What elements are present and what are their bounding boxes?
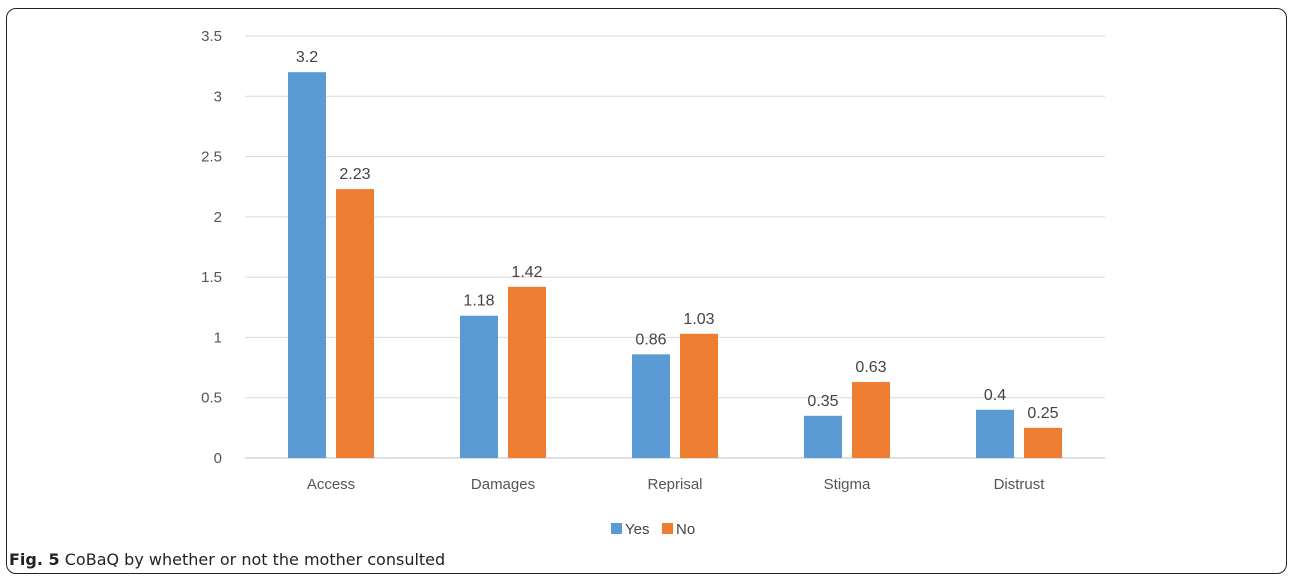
data-label: 1.42 <box>511 264 542 281</box>
y-tick-label: 0 <box>214 450 222 467</box>
data-label: 0.86 <box>635 331 666 348</box>
bar-no-stigma <box>852 382 890 458</box>
legend: Yes No <box>611 521 695 538</box>
legend-swatch-no <box>662 523 673 534</box>
data-label: 0.4 <box>984 387 1006 404</box>
data-label: 3.2 <box>296 49 318 66</box>
bar-yes-access <box>288 72 326 459</box>
y-tick-label: 1 <box>214 329 222 346</box>
x-tick-label: Access <box>307 476 355 493</box>
data-labels: 3.2 2.23 1.18 1.42 0.86 1.03 0.35 0.63 0.4 0.25 <box>296 49 1059 422</box>
bar-no-damages <box>508 286 546 458</box>
bar-yes-distrust <box>976 409 1014 458</box>
y-axis-ticks: 0 0.5 1 1.5 2 2.5 3 3.5 <box>201 28 222 467</box>
data-label: 0.25 <box>1027 405 1058 422</box>
y-tick-label: 0.5 <box>201 390 222 407</box>
legend-label-yes: Yes <box>625 521 649 538</box>
bar-yes-damages <box>460 315 498 458</box>
x-tick-label: Distrust <box>994 476 1046 493</box>
figure-caption-text: CoBaQ by whether or not the mother consu… <box>64 550 446 569</box>
y-tick-label: 3 <box>214 88 222 105</box>
x-tick-label: Damages <box>471 476 535 493</box>
x-tick-label: Reprisal <box>647 476 702 493</box>
figure-frame <box>6 8 1287 574</box>
bar-no-distrust <box>1024 427 1062 458</box>
y-tick-label: 3.5 <box>201 28 222 45</box>
figure-caption: Fig. 5 CoBaQ by whether or not the mothe… <box>9 550 445 569</box>
x-tick-label: Stigma <box>824 476 871 493</box>
data-label: 2.23 <box>339 166 370 183</box>
x-axis-categories: Access Damages Reprisal Stigma Distrust <box>307 476 1045 493</box>
legend-label-no: No <box>676 521 695 538</box>
y-tick-label: 2.5 <box>201 149 222 166</box>
data-label: 1.03 <box>683 311 714 328</box>
y-tick-label: 1.5 <box>201 269 222 286</box>
gridlines <box>245 35 1105 459</box>
bar-no-access <box>336 189 374 458</box>
data-label: 0.35 <box>807 393 838 410</box>
bar-yes-stigma <box>804 415 842 458</box>
bar-yes-reprisal <box>632 354 670 458</box>
legend-swatch-yes <box>611 523 622 534</box>
data-label: 0.63 <box>855 359 886 376</box>
bars <box>288 72 1062 459</box>
figure-caption-label: Fig. 5 <box>9 550 60 569</box>
y-tick-label: 2 <box>214 209 222 226</box>
bar-no-reprisal <box>680 333 718 458</box>
data-label: 1.18 <box>463 293 494 310</box>
